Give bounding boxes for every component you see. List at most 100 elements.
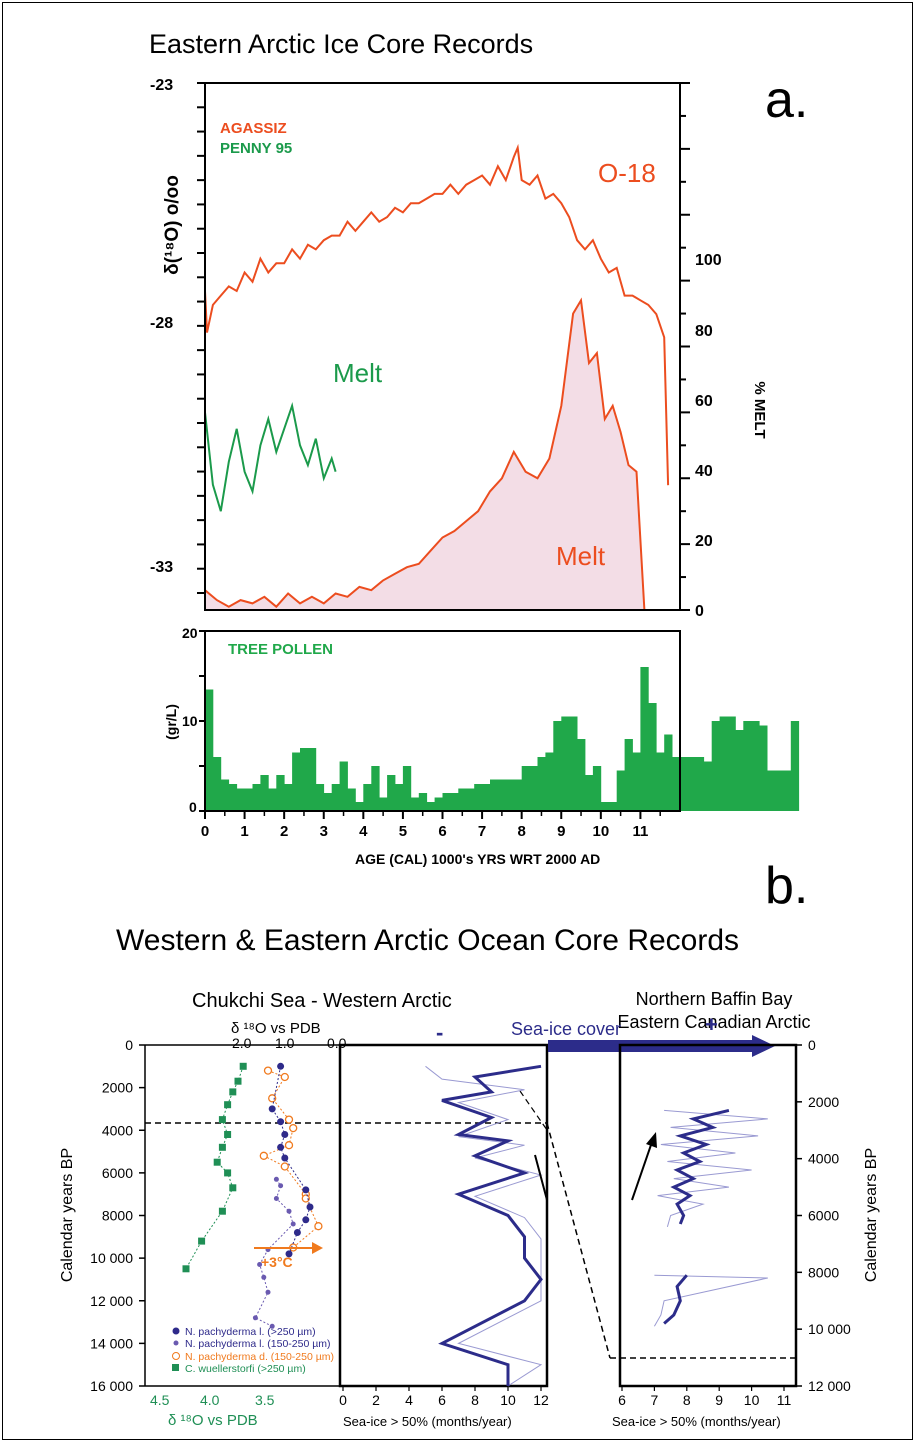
pollen-bar — [395, 784, 404, 811]
baffin-title-1: Northern Baffin Bay — [636, 989, 793, 1009]
pollen-bar — [228, 784, 238, 811]
pollen-bar — [529, 766, 538, 811]
pollen-bar — [418, 793, 428, 811]
panel-b-title: Western & Eastern Arctic Ocean Core Reco… — [116, 924, 739, 957]
pollen-bar — [450, 793, 459, 811]
warming-arrow-head — [312, 1242, 323, 1254]
npl-large-point — [281, 1131, 289, 1138]
seaice-x-tick-label: 8 — [471, 1392, 479, 1408]
top-tick-label: 0.0 — [327, 1035, 347, 1051]
baffin-x-tick-label: 10 — [744, 1392, 760, 1408]
upper-link-line — [519, 1090, 548, 1131]
npd-point — [259, 1151, 268, 1160]
pollen-bar — [205, 689, 214, 811]
npl-small-point — [269, 1323, 275, 1329]
pollen-x-tick-label: 0 — [201, 823, 209, 840]
pollen-x-tick-label: 6 — [438, 823, 446, 840]
cw-point — [213, 1158, 221, 1166]
cw-point — [239, 1062, 247, 1070]
seaice-x-tick-label: 12 — [533, 1392, 549, 1408]
baffin-marks — [653, 1108, 768, 1327]
cw-line — [185, 1066, 244, 1270]
pollen-x-ticks: 0 1 2 3 4 5 6 7 8 9 10 11 — [199, 630, 661, 840]
chukchi-y-tick-label: 16 000 — [90, 1378, 133, 1394]
npd-point — [284, 1141, 294, 1150]
seaice-frame — [338, 1043, 549, 1388]
left-tick-label: -28 — [150, 315, 173, 332]
npd-point — [268, 1094, 277, 1103]
pollen-bar — [410, 797, 420, 811]
right-tick-label: 20 — [695, 533, 713, 550]
chukchi-plot: 0 2000 4000 6000 8000 10 000 12 000 14 000 16 00… — [59, 1020, 796, 1429]
pollen-frame — [204, 630, 681, 812]
baffin-y-ticks: 0 2000 4000 6000 8000 10 000 12 000 — [796, 1037, 851, 1394]
pollen-bar — [260, 775, 269, 811]
pollen-bar — [687, 757, 697, 811]
pollen-bar — [497, 779, 507, 811]
pollen-bars — [205, 667, 800, 811]
percent-melt-label: % MELT — [751, 381, 768, 438]
bottom-tick-label: 4.0 — [200, 1392, 220, 1408]
agassiz-melt-line — [204, 297, 646, 611]
seaice-xlabel: Sea-ice > 50% (months/year) — [343, 1414, 512, 1429]
legend-agassiz: AGASSIZ — [220, 120, 287, 137]
baffin-arrow-head — [646, 1132, 657, 1148]
panel-b-letter: b. — [765, 857, 808, 915]
penny95-melt-line — [204, 401, 337, 512]
pollen-bar — [592, 766, 602, 811]
npl-large-point — [302, 1216, 310, 1224]
cw-point — [234, 1077, 242, 1085]
npl-small-point — [261, 1274, 267, 1280]
baffin-plot: 0 2000 4000 6000 8000 10 000 12 000 6 7 8 9 10 11 C… — [612, 1037, 880, 1429]
legend-marker — [172, 1327, 180, 1335]
boundary-link-line — [546, 1122, 611, 1359]
right-tick-label: 100 — [695, 252, 722, 269]
legend-marker — [173, 1340, 179, 1346]
cw-point — [224, 1131, 232, 1138]
chukchi-y-tick-label: 0 — [125, 1037, 133, 1053]
npl-large-point — [306, 1203, 314, 1211]
pollen-bar — [434, 797, 443, 811]
baffin-x-tick-label: 11 — [777, 1392, 792, 1408]
pollen-bar — [790, 721, 800, 811]
npl-small-point — [286, 1208, 292, 1214]
pollen-bar — [719, 716, 728, 811]
baffin-y-tick-label: 10 000 — [808, 1321, 851, 1337]
ice-core-right-ticks — [680, 82, 690, 611]
plus-sign: + — [705, 1012, 718, 1037]
seaice-x-tick-label: 10 — [500, 1392, 516, 1408]
npl-large-point — [293, 1229, 301, 1236]
npl-small-point — [278, 1183, 284, 1189]
pollen-tick-label: 10 — [182, 713, 198, 729]
baffin-y-tick-label: 0 — [808, 1037, 816, 1053]
cw-point — [198, 1237, 206, 1245]
pollen-bar — [775, 770, 784, 811]
melt-red-label: Melt — [556, 541, 606, 571]
cw-point — [218, 1116, 226, 1124]
npl-small-point — [257, 1262, 263, 1267]
pollen-bar — [505, 779, 515, 811]
npl-large-point — [277, 1062, 285, 1070]
cw-point — [218, 1207, 226, 1215]
delta-o18-label: δ(¹⁸O) o/oo — [162, 175, 183, 275]
pollen-bar — [490, 779, 499, 811]
seaice-thin-line — [425, 1065, 543, 1387]
pollen-bar — [759, 725, 768, 811]
chukchi-y-tick-label: 6000 — [102, 1165, 133, 1181]
chukchi-y-tick-label: 10 000 — [90, 1250, 133, 1266]
pollen-bar — [782, 770, 792, 811]
panel-a-letter: a. — [765, 71, 808, 129]
bottom-tick-label: 4.5 — [150, 1392, 170, 1408]
right-tick-label: 80 — [695, 323, 713, 340]
pollen-bar — [268, 788, 277, 811]
chukchi-y-ticks: 0 2000 4000 6000 8000 10 000 12 000 14 000 16 00… — [90, 1037, 145, 1394]
pollen-bar — [426, 802, 435, 811]
chukchi-legend: N. pachyderma l. (>250 µm) N. pachyderma… — [172, 1326, 334, 1375]
agassiz-o18-line — [204, 143, 670, 486]
npl-large-point — [302, 1186, 310, 1194]
pollen-x-tick-label: 10 — [592, 823, 609, 840]
npd-point — [280, 1162, 289, 1171]
baffin-x-tick-label: 8 — [683, 1392, 691, 1408]
cw-point — [224, 1169, 232, 1177]
